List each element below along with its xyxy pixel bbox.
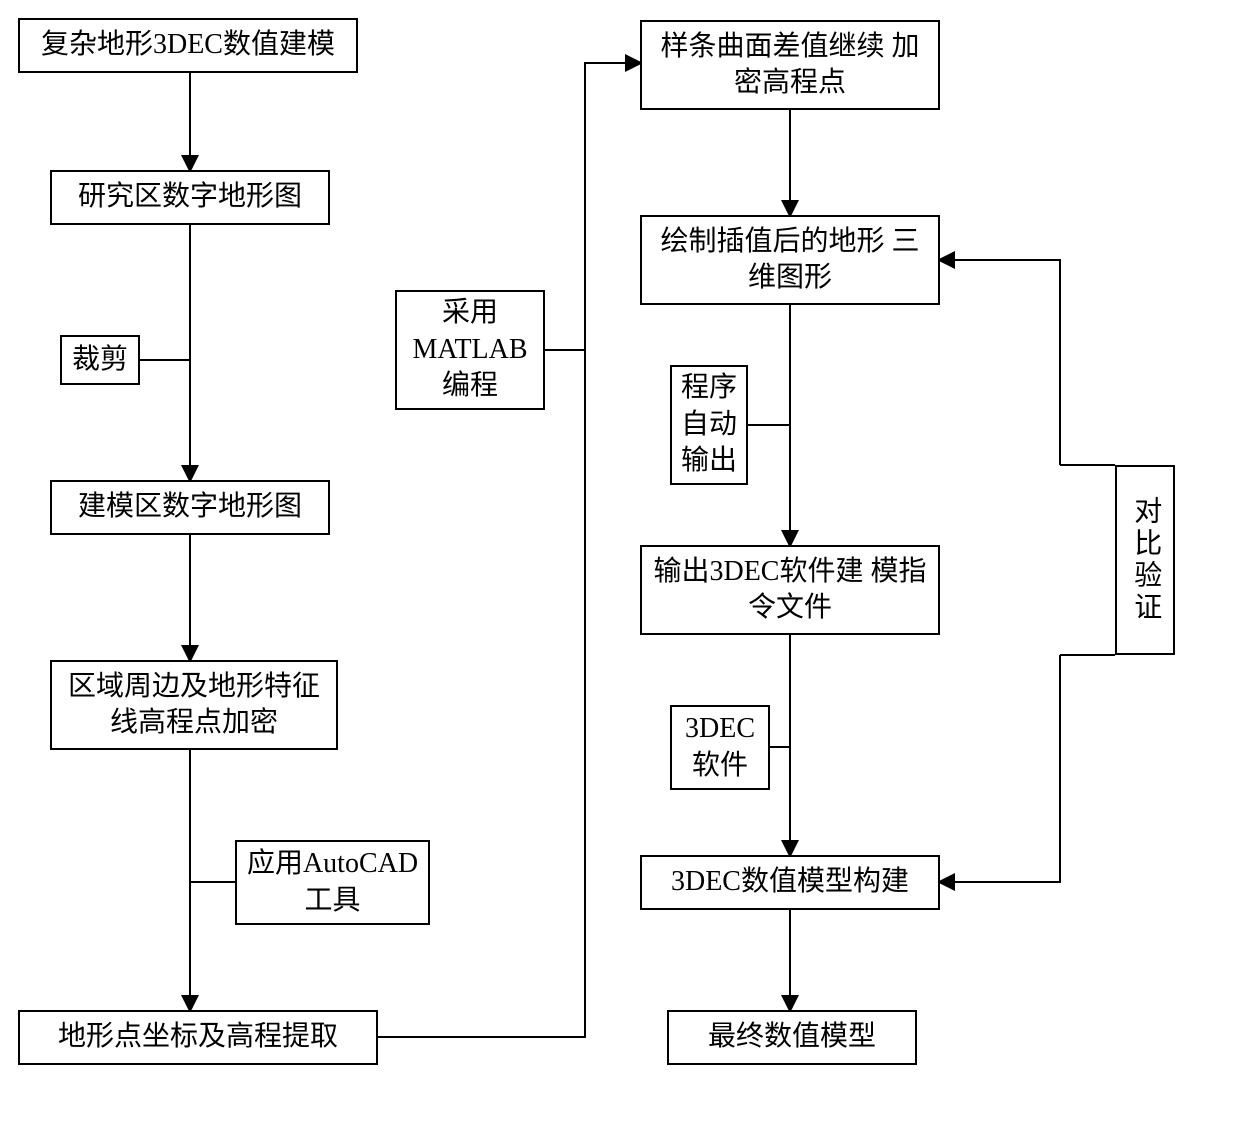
node-label: 地形点坐标及高程提取: [58, 1019, 338, 1055]
node-n11: 程序 自动 输出: [670, 365, 748, 485]
node-n16: 对比验证: [1115, 465, 1175, 655]
node-label: 3DEC 软件: [678, 711, 762, 784]
node-n7: 地形点坐标及高程提取: [18, 1010, 378, 1065]
node-label: 区域周边及地形特征 线高程点加密: [58, 669, 330, 742]
node-n14: 3DEC数值模型构建: [640, 855, 940, 910]
node-label: 样条曲面差值继续 加密高程点: [648, 29, 932, 102]
node-label: 程序 自动 输出: [678, 370, 740, 479]
node-label: 最终数值模型: [708, 1019, 876, 1055]
node-n2: 研究区数字地形图: [50, 170, 330, 225]
node-n15: 最终数值模型: [667, 1010, 917, 1065]
node-n8: 采用 MATLAB 编程: [395, 290, 545, 410]
node-label: 绘制插值后的地形 三维图形: [648, 224, 932, 297]
node-label: 研究区数字地形图: [78, 179, 302, 215]
node-n12: 输出3DEC软件建 模指令文件: [640, 545, 940, 635]
node-n4: 建模区数字地形图: [50, 480, 330, 535]
node-n6: 应用AutoCAD 工具: [235, 840, 430, 925]
node-label: 复杂地形3DEC数值建模: [41, 27, 335, 63]
node-n1: 复杂地形3DEC数值建模: [18, 18, 358, 73]
node-n9: 样条曲面差值继续 加密高程点: [640, 20, 940, 110]
node-n3: 裁剪: [60, 335, 140, 385]
node-label: 3DEC数值模型构建: [671, 864, 909, 900]
node-label: 裁剪: [72, 342, 128, 378]
node-label: 建模区数字地形图: [78, 489, 302, 525]
node-label: 对比验证: [1127, 496, 1163, 624]
node-label: 采用 MATLAB 编程: [403, 295, 537, 404]
node-n13: 3DEC 软件: [670, 705, 770, 790]
node-label: 应用AutoCAD 工具: [243, 846, 422, 919]
node-n10: 绘制插值后的地形 三维图形: [640, 215, 940, 305]
node-label: 输出3DEC软件建 模指令文件: [648, 554, 932, 627]
node-n5: 区域周边及地形特征 线高程点加密: [50, 660, 338, 750]
